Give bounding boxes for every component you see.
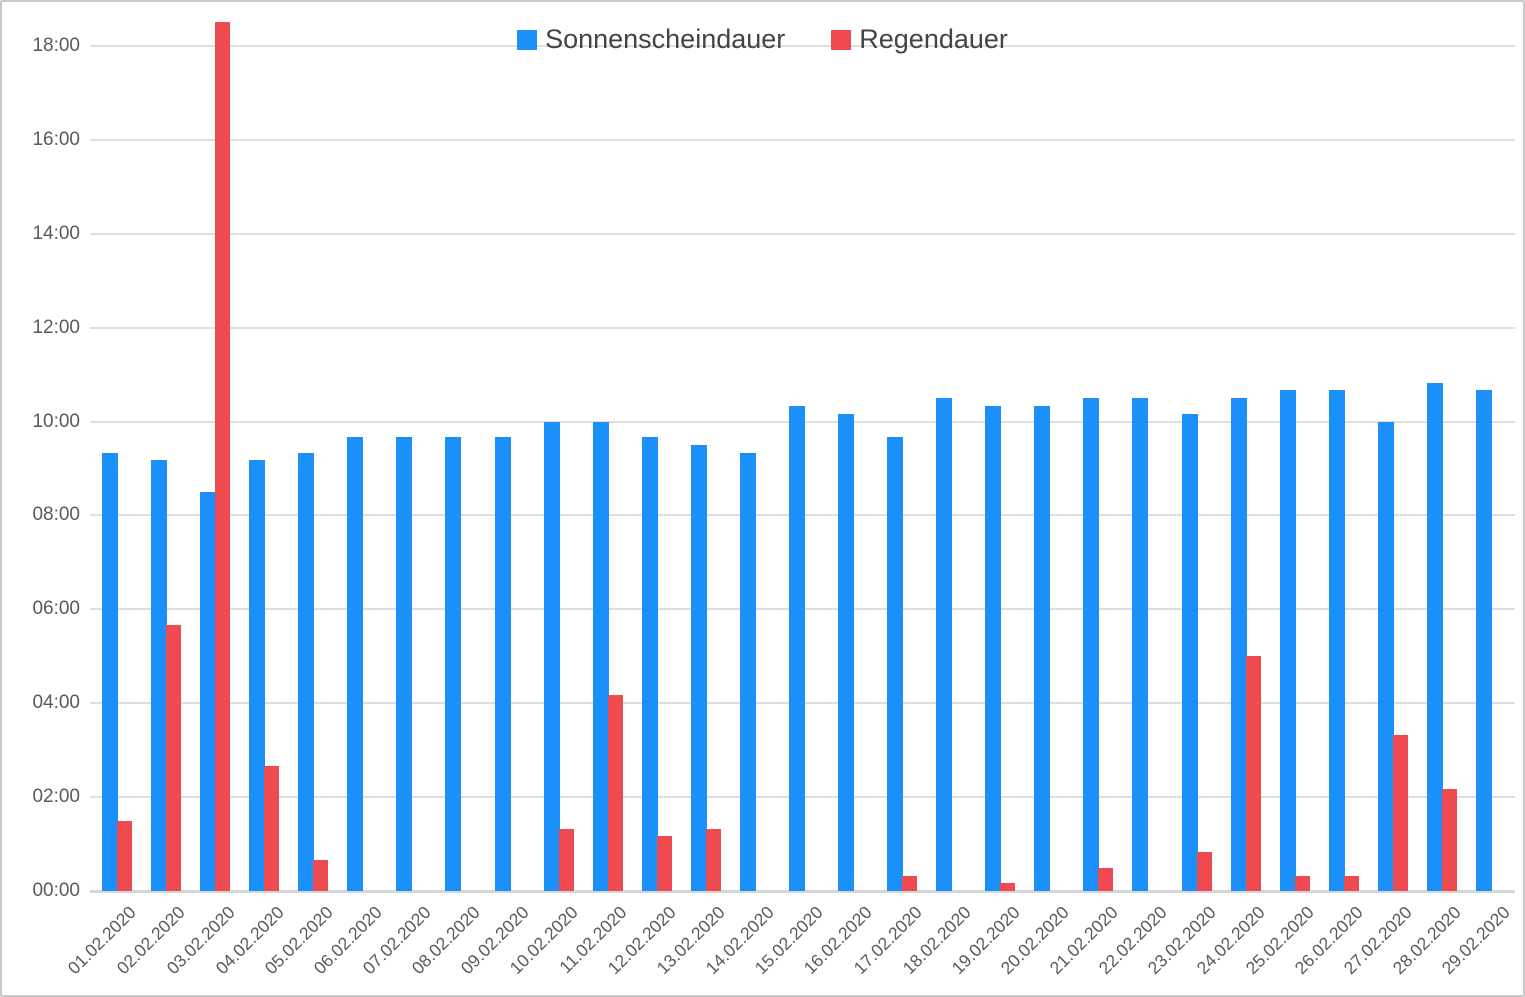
y-axis-tick-label: 12:00 xyxy=(32,316,80,338)
bar-sonnenscheindauer xyxy=(1475,390,1492,891)
bar-sonnenscheindauer xyxy=(445,436,462,891)
legend-label-regendauer: Regendauer xyxy=(859,24,1008,54)
bar-sonnenscheindauer xyxy=(641,436,658,891)
bar-regendauer xyxy=(656,836,672,891)
legend-item-regendauer: Regendauer xyxy=(831,24,1008,55)
bar-sonnenscheindauer xyxy=(936,398,953,891)
bar-sonnenscheindauer xyxy=(200,491,217,891)
bar-regendauer xyxy=(558,828,574,891)
bar-sonnenscheindauer xyxy=(1279,390,1296,891)
bar-sonnenscheindauer xyxy=(1034,406,1051,891)
bar-sonnenscheindauer xyxy=(887,436,904,891)
bar-regendauer xyxy=(607,695,623,891)
legend-swatch-sonnenscheindauer-icon xyxy=(517,29,538,50)
legend-item-sonnenscheindauer: Sonnenscheindauer xyxy=(517,24,785,55)
bar-sonnenscheindauer xyxy=(1377,421,1394,891)
y-axis-tick-label: 06:00 xyxy=(32,598,80,620)
bar-sonnenscheindauer xyxy=(985,406,1002,891)
legend-label-sonnenscheindauer: Sonnenscheindauer xyxy=(545,24,786,54)
gridline xyxy=(90,138,1515,141)
y-axis-tick-label: 18:00 xyxy=(32,34,80,56)
bar-sonnenscheindauer xyxy=(1328,390,1345,891)
y-axis-tick-label: 02:00 xyxy=(32,786,80,808)
y-axis-tick-label: 14:00 xyxy=(32,222,80,244)
bar-sonnenscheindauer xyxy=(1230,398,1247,891)
bar-regendauer xyxy=(1000,883,1016,891)
bar-sonnenscheindauer xyxy=(788,406,805,891)
y-axis-tick-label: 00:00 xyxy=(32,880,80,901)
bar-sonnenscheindauer xyxy=(838,413,855,891)
bar-regendauer xyxy=(1441,789,1457,891)
bar-sonnenscheindauer xyxy=(347,436,364,891)
bar-sonnenscheindauer xyxy=(1132,398,1149,891)
bar-regendauer xyxy=(1196,852,1212,891)
y-axis-tick-label: 16:00 xyxy=(32,128,80,150)
bar-regendauer xyxy=(1245,656,1261,891)
x-axis-baseline xyxy=(90,890,1515,893)
bar-sonnenscheindauer xyxy=(494,436,511,891)
bar-sonnenscheindauer xyxy=(249,460,266,891)
bar-regendauer xyxy=(1392,734,1408,891)
bar-regendauer xyxy=(313,859,329,891)
bar-regendauer xyxy=(1098,867,1114,891)
y-axis-tick-label: 04:00 xyxy=(32,692,80,714)
bar-regendauer xyxy=(1294,875,1310,891)
bar-sonnenscheindauer xyxy=(1426,382,1443,891)
chart-legend: Sonnenscheindauer Regendauer xyxy=(2,24,1523,55)
bar-sonnenscheindauer xyxy=(151,460,168,891)
bar-sonnenscheindauer xyxy=(1083,398,1100,891)
bar-regendauer xyxy=(166,624,182,891)
bar-sonnenscheindauer xyxy=(102,452,118,891)
gridline xyxy=(90,44,1515,47)
y-axis-tick-label: 10:00 xyxy=(32,410,80,432)
bar-sonnenscheindauer xyxy=(396,436,413,891)
legend-swatch-regendauer-icon xyxy=(831,29,852,50)
bar-sonnenscheindauer xyxy=(543,421,560,891)
gridline xyxy=(90,326,1515,329)
bar-sonnenscheindauer xyxy=(739,452,756,891)
bar-regendauer xyxy=(117,820,132,891)
bar-regendauer xyxy=(902,875,918,891)
bar-regendauer xyxy=(1343,875,1359,891)
bar-regendauer xyxy=(215,22,231,891)
bar-sonnenscheindauer xyxy=(690,444,707,891)
gridline xyxy=(90,232,1515,235)
bar-regendauer xyxy=(705,828,721,891)
bar-sonnenscheindauer xyxy=(298,452,315,891)
bar-regendauer xyxy=(264,765,280,891)
y-axis-tick-label: 08:00 xyxy=(32,504,80,526)
bar-sonnenscheindauer xyxy=(1181,413,1198,891)
bar-sonnenscheindauer xyxy=(592,421,609,891)
